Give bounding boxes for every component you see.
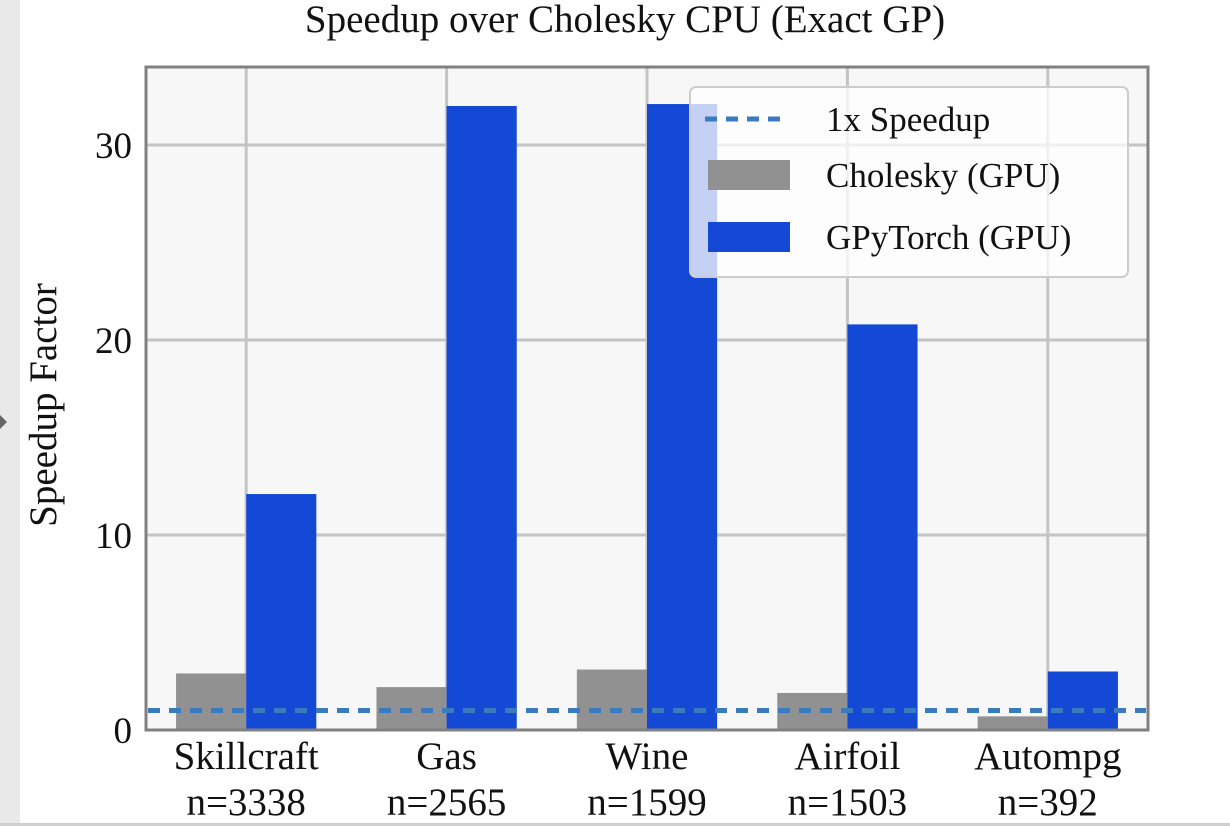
y-tick-label: 0 bbox=[114, 711, 133, 752]
legend-label-cholesky: Cholesky (GPU) bbox=[826, 156, 1060, 195]
legend-label-gpytorch: GPyTorch (GPU) bbox=[826, 218, 1071, 257]
x-tick-label-n: n=2565 bbox=[387, 781, 507, 824]
x-tick-label-n: n=1503 bbox=[788, 781, 908, 824]
left-window-strip bbox=[0, 0, 20, 826]
x-tick-label-n: n=3338 bbox=[186, 781, 306, 824]
x-tick-label-n: n=392 bbox=[998, 781, 1098, 824]
bar-gpytorch-gas bbox=[446, 106, 517, 730]
y-tick-labels: 0 10 20 30 bbox=[95, 126, 132, 752]
bar-gpytorch-airfoil bbox=[847, 324, 918, 730]
legend-swatch-cholesky bbox=[708, 160, 790, 190]
legend-box bbox=[689, 86, 1129, 278]
x-tick-label-name: Wine bbox=[606, 735, 689, 778]
bar-cholesky-autompg bbox=[977, 716, 1048, 730]
x-tick-label-name: Autompg bbox=[974, 735, 1121, 778]
bar-cholesky-wine bbox=[576, 669, 647, 730]
bar-gpytorch-autompg bbox=[1047, 671, 1118, 730]
x-tick-label-n: n=1599 bbox=[587, 781, 707, 824]
legend-label-reference: 1x Speedup bbox=[826, 100, 990, 139]
caret-right-icon bbox=[0, 415, 7, 429]
x-tick-label-name: Airfoil bbox=[794, 735, 900, 778]
y-tick-label: 10 bbox=[95, 516, 132, 557]
x-tick-label-name: Gas bbox=[416, 735, 477, 778]
plot-frame bbox=[144, 65, 1150, 732]
bar-cholesky-skillcraft bbox=[176, 673, 247, 730]
bars bbox=[176, 104, 1118, 731]
y-tick-label: 30 bbox=[95, 126, 132, 167]
y-axis-label: Speedup Factor bbox=[22, 283, 65, 527]
y-tick-label: 20 bbox=[95, 321, 132, 362]
chart-title: Speedup over Cholesky CPU (Exact GP) bbox=[305, 0, 945, 41]
legend-swatch-gpytorch bbox=[708, 222, 790, 252]
legend: 1x Speedup Cholesky (GPU) GPyTorch (GPU) bbox=[689, 86, 1129, 278]
bar-gpytorch-skillcraft bbox=[246, 494, 317, 730]
bottom-divider bbox=[0, 823, 1230, 826]
x-tick-label-name: Skillcraft bbox=[174, 735, 319, 778]
